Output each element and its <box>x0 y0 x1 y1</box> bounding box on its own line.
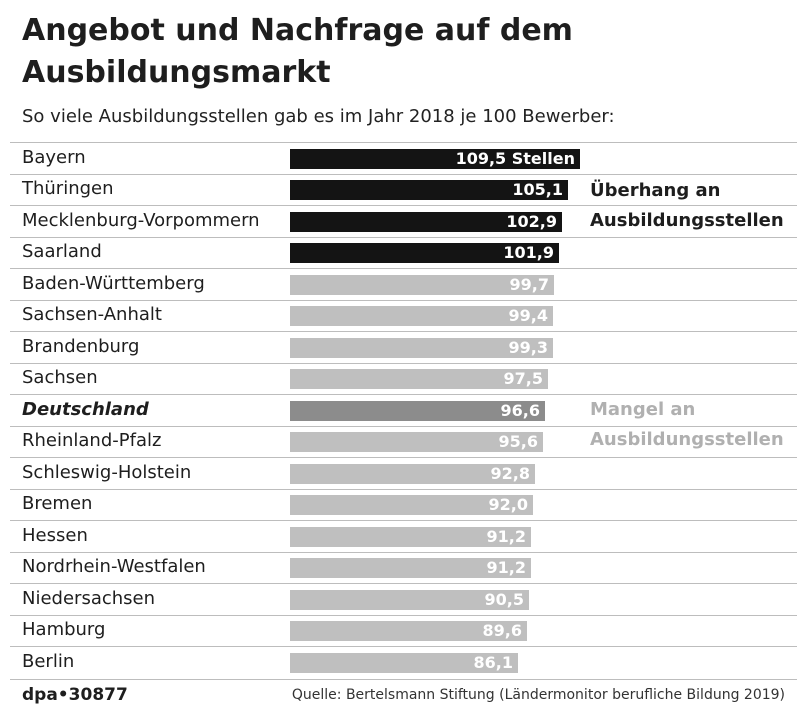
bar: 91,2 <box>290 558 531 579</box>
value-label: 101,9 <box>503 243 554 263</box>
bar-row: Hamburg 89,6 <box>10 615 797 648</box>
value-label: 102,9 <box>506 211 557 231</box>
value-label: 90,5 <box>484 589 524 609</box>
bar-row: Hessen 91,2 <box>10 521 797 553</box>
category-label: Mecklenburg-Vorpommern <box>22 209 260 231</box>
value-label: 99,4 <box>508 306 548 326</box>
bar: 102,9 <box>290 211 562 232</box>
bar-row: Sachsen-Anhalt 99,4 <box>10 300 797 333</box>
bar: 95,6 <box>290 432 543 453</box>
bar: 99,4 <box>290 306 553 327</box>
category-label: Brandenburg <box>22 335 140 357</box>
bar: 109,5 Stellen <box>290 149 580 169</box>
chart-subtitle: So viele Ausbildungsstellen gab es im Ja… <box>22 106 615 127</box>
value-label: 89,6 <box>482 621 522 641</box>
value-label: 105,1 <box>512 180 563 200</box>
bar-row: Sachsen 97,5 <box>10 363 797 396</box>
deficit-annotation-text: Mangel an Ausbildungsstellen <box>590 399 784 450</box>
value-label: 92,0 <box>488 495 528 515</box>
value-label: 91,2 <box>486 526 526 546</box>
category-label: Hamburg <box>22 619 106 641</box>
bar: 99,3 <box>290 337 553 358</box>
deficit-annotation: Mangel an Ausbildungsstellen <box>590 395 790 455</box>
dpa-brand: dpa•30877 <box>22 685 128 705</box>
category-label: Niedersachsen <box>22 587 156 609</box>
bar-row: Bayern 109,5 Stellen <box>10 143 797 175</box>
bar: 91,2 <box>290 526 531 547</box>
surplus-annotation-text: Überhang an Ausbildungsstellen <box>590 180 784 231</box>
bar: 86,1 <box>290 652 518 673</box>
bar: 89,6 <box>290 621 527 642</box>
chart-title: Angebot und Nachfrage auf dem Ausbildung… <box>22 13 573 90</box>
bar: 101,9 <box>290 243 559 264</box>
value-label: 92,8 <box>490 463 530 483</box>
value-label: 109,5 Stellen <box>455 149 575 168</box>
bar-row: Nordrhein-Westfalen 91,2 <box>10 552 797 585</box>
category-label: Berlin <box>22 650 75 672</box>
category-label: Schleswig-Holstein <box>22 461 192 483</box>
bar-row: Niedersachsen 90,5 <box>10 584 797 616</box>
category-label: Sachsen <box>22 367 98 389</box>
value-label: 95,6 <box>498 432 538 452</box>
bar-row: Saarland 101,9 <box>10 237 797 270</box>
value-label: 99,3 <box>508 337 548 357</box>
value-label: 99,7 <box>509 274 549 294</box>
chart-frame <box>10 142 797 680</box>
bar-row: Rheinland-Pfalz 95,6 <box>10 426 797 459</box>
category-label: Deutschland <box>22 398 149 420</box>
bar-row: Berlin 86,1 <box>10 647 797 678</box>
category-label: Saarland <box>22 241 102 263</box>
bar: 90,5 <box>290 589 529 610</box>
value-label: 97,5 <box>503 369 543 389</box>
bar: 97,5 <box>290 369 548 390</box>
value-label: 91,2 <box>486 558 526 578</box>
bar-row: Deutschland 96,6 <box>10 395 797 427</box>
source-note: Quelle: Bertelsmann Stiftung (Ländermoni… <box>291 687 785 703</box>
bar-row: Bremen 92,0 <box>10 489 797 522</box>
bar-row: Thüringen 105,1 <box>10 174 797 207</box>
bar-row: Baden-Württemberg 99,7 <box>10 269 797 301</box>
category-label: Sachsen-Anhalt <box>22 304 162 326</box>
category-label: Bayern <box>22 147 86 168</box>
bar: 92,8 <box>290 463 535 484</box>
value-label: 96,6 <box>500 400 540 420</box>
category-label: Hessen <box>22 524 88 546</box>
bar-row: Mecklenburg-Vorpommern 102,9 <box>10 206 797 238</box>
bar: 96,6 <box>290 400 545 421</box>
surplus-annotation: Überhang an Ausbildungsstellen <box>590 176 790 236</box>
category-label: Thüringen <box>22 178 114 200</box>
category-label: Bremen <box>22 493 93 515</box>
category-label: Nordrhein-Westfalen <box>22 556 206 578</box>
bar: 92,0 <box>290 495 533 516</box>
bar-row: Brandenburg 99,3 <box>10 332 797 364</box>
category-label: Rheinland-Pfalz <box>22 430 162 452</box>
value-label: 86,1 <box>473 652 513 672</box>
bar: 99,7 <box>290 274 554 295</box>
category-label: Baden-Württemberg <box>22 272 205 294</box>
bar-row: Schleswig-Holstein 92,8 <box>10 458 797 490</box>
bar: 105,1 <box>290 180 568 201</box>
